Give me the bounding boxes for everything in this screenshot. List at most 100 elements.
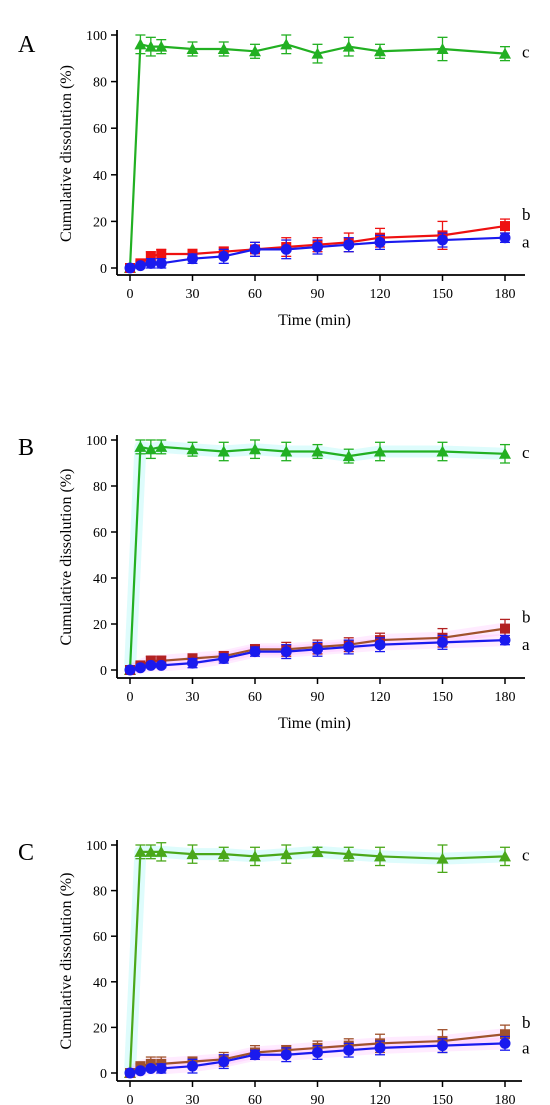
series-label-c: c [522, 845, 530, 864]
y-tick-label: 100 [86, 434, 107, 449]
panel-b: B 0 20 40 60 80 100 0 30 60 90 120 150 180 Time (min) C… [18, 434, 531, 732]
series-c [124, 842, 511, 1078]
panel-c: C0204060801000306090120150180Time (min)C… [18, 839, 531, 1105]
y-tick-label: 80 [93, 480, 107, 495]
y-tick-label: 20 [93, 1021, 107, 1036]
y-tick-label: 80 [93, 76, 107, 91]
data-point [155, 40, 168, 52]
data-point [134, 38, 147, 50]
x-tick-label: 0 [127, 287, 134, 302]
data-point [155, 845, 168, 857]
series-label-b: b [522, 608, 531, 627]
y-tick-label: 40 [93, 169, 107, 184]
data-point [124, 664, 136, 676]
data-point [217, 42, 230, 54]
data-point [499, 447, 511, 459]
x-tick-label: 60 [248, 1093, 262, 1105]
x-tick-label: 150 [432, 287, 453, 302]
data-point [145, 1062, 157, 1074]
x-tick-label: 180 [495, 287, 516, 302]
data-point [217, 445, 230, 457]
y-tick-label: 60 [93, 122, 107, 137]
x-tick-label: 30 [186, 287, 200, 302]
x-tick-label: 90 [311, 287, 325, 302]
x-tick-label: 0 [127, 1093, 134, 1105]
panel-label: C [18, 840, 34, 866]
data-point [134, 260, 146, 272]
series-label-a: a [522, 1038, 530, 1057]
series-label-a: a [522, 233, 530, 252]
x-tick-label: 90 [311, 690, 325, 705]
data-point [249, 646, 261, 658]
data-point [155, 659, 167, 671]
data-point [437, 636, 448, 648]
data-point [145, 257, 157, 269]
series-label-a: a [522, 635, 530, 654]
x-tick-label: 90 [311, 1093, 325, 1105]
series-a [124, 634, 511, 676]
data-point [499, 1037, 511, 1049]
x-tick-label: 120 [370, 690, 391, 705]
y-tick-label: 0 [100, 262, 107, 277]
data-point [374, 45, 386, 57]
data-point [218, 653, 230, 664]
data-point [187, 253, 198, 265]
y-tick-label: 100 [86, 839, 107, 854]
data-point [186, 848, 199, 860]
x-tick-label: 60 [248, 690, 262, 705]
data-point [280, 445, 293, 457]
data-point [500, 221, 510, 232]
data-point [217, 848, 230, 860]
data-point [312, 1046, 323, 1058]
data-point [124, 262, 136, 274]
series-c [124, 34, 511, 273]
series-label-b: b [522, 205, 531, 224]
data-point [280, 646, 292, 658]
data-point [343, 641, 355, 653]
data-point [311, 445, 324, 457]
y-tick-label: 20 [93, 215, 107, 230]
data-point [342, 450, 355, 462]
data-point [134, 1065, 146, 1077]
y-tick-label: 60 [93, 930, 107, 945]
y-axis-title: Cumulative dissolution (%) [58, 469, 75, 646]
data-point [134, 845, 147, 857]
y-tick-label: 0 [100, 1067, 107, 1082]
data-point [249, 45, 261, 57]
x-tick-label: 30 [186, 1093, 200, 1105]
data-point [280, 848, 293, 860]
data-point [145, 251, 156, 262]
data-point [124, 1067, 136, 1079]
y-axis-title: Cumulative dissolution (%) [58, 65, 75, 242]
data-point [499, 47, 511, 59]
x-axis-title: Time (min) [278, 312, 351, 329]
x-tick-label: 150 [432, 690, 453, 705]
data-point [342, 40, 355, 52]
y-tick-label: 40 [93, 572, 107, 587]
data-point [436, 42, 449, 54]
data-point [186, 42, 199, 54]
x-tick-label: 120 [370, 1093, 391, 1105]
data-point [187, 1060, 198, 1072]
data-point [280, 1049, 292, 1061]
data-point [144, 443, 157, 455]
data-point [374, 1042, 386, 1054]
data-point [155, 1062, 167, 1074]
data-point [374, 639, 386, 651]
data-point [311, 845, 324, 857]
data-point [342, 848, 355, 860]
data-point [343, 1044, 355, 1056]
data-point [218, 250, 230, 262]
series-label-b: b [522, 1013, 531, 1032]
data-point [374, 236, 386, 248]
data-point [374, 850, 386, 862]
x-tick-label: 60 [248, 287, 262, 302]
data-point [155, 440, 168, 452]
series-label-c: c [522, 43, 530, 62]
data-point [437, 234, 448, 246]
data-point [134, 440, 147, 452]
series-label-c: c [522, 443, 530, 462]
data-point [436, 852, 449, 864]
y-tick-label: 80 [93, 885, 107, 900]
